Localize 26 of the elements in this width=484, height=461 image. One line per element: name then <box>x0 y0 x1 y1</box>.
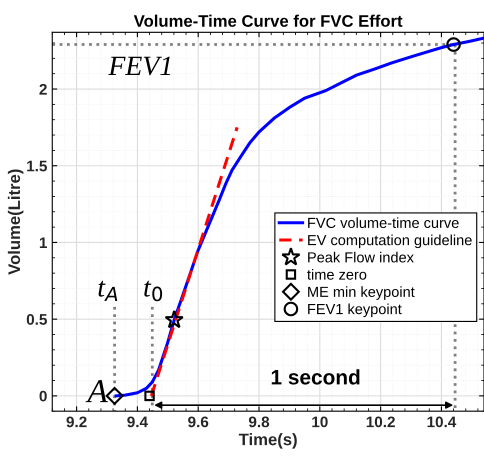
x-tick-label: 10.4 <box>428 416 456 428</box>
annotation: t$_{A}$ <box>98 280 118 301</box>
y-tick-label: 1 <box>40 237 47 248</box>
legend-label: time zero <box>307 269 366 280</box>
x-tick-label: 9.6 <box>188 416 208 428</box>
x-axis-title: Time(s) <box>238 433 297 449</box>
annotation: FEV1 <box>108 56 170 76</box>
chart-title: Volume-Time Curve for FVC Effort <box>134 14 402 27</box>
annotation: A <box>86 380 108 402</box>
x-tick-label: 9.4 <box>127 416 148 428</box>
y-tick-label: 2 <box>39 84 47 95</box>
y-tick-label: 1.5 <box>27 160 47 172</box>
annotation: t$_{0}$ <box>144 280 162 302</box>
x-tick-label: 9.2 <box>66 416 87 428</box>
legend-label: EV computation guideline <box>308 234 472 248</box>
legend-label: FEV1 keypoint <box>308 304 402 318</box>
x-tick-label: 10.2 <box>366 416 395 428</box>
x-tick-label: 10 <box>312 416 328 428</box>
legend-label: FVC volume-time curve <box>308 217 459 228</box>
annotation: 1 second <box>272 369 360 385</box>
x-tick-label: 9.8 <box>248 416 270 428</box>
y-tick-label: 0 <box>40 390 47 402</box>
y-tick-label: 0.5 <box>26 314 47 325</box>
y-axis-title: Volume(Litre) <box>8 169 24 275</box>
legend-label: ME min keypoint <box>308 286 415 300</box>
legend-label: Peak Flow index <box>308 252 414 263</box>
